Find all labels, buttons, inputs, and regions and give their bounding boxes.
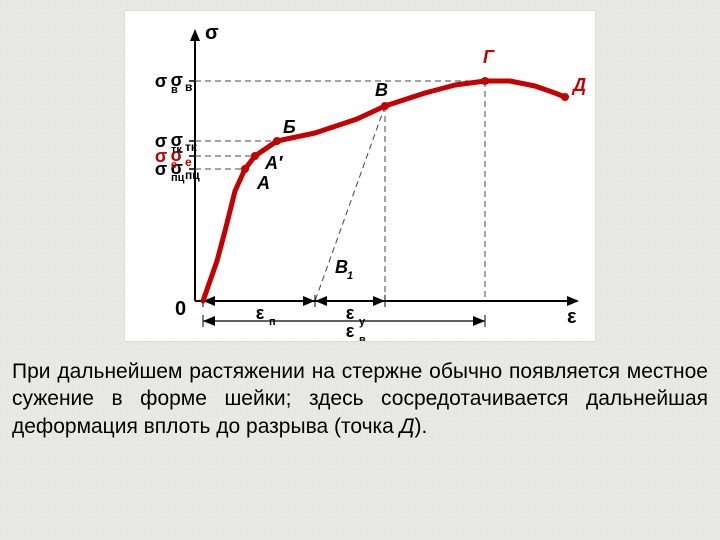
svg-text:Д: Д — [571, 75, 586, 95]
svg-text:у: у — [359, 316, 366, 328]
svg-text:в: в — [171, 84, 178, 96]
svg-text:Б: Б — [283, 117, 296, 137]
caption-text: При дальнейшем растяжении на стержне обы… — [8, 358, 712, 440]
svg-text:A′: A′ — [264, 153, 283, 173]
svg-text:тк: тк — [185, 140, 198, 154]
svg-text:е: е — [171, 159, 177, 171]
svg-text:ε: ε — [346, 321, 355, 341]
svg-text:σ: σ — [205, 22, 219, 44]
svg-text:пц: пц — [171, 172, 185, 184]
svg-text:в: в — [359, 334, 366, 341]
svg-text:тк: тк — [171, 144, 182, 156]
svg-text:В: В — [375, 80, 388, 100]
svg-text:Г: Г — [483, 47, 495, 67]
svg-text:A: A — [256, 173, 270, 193]
svg-text:σ: σ — [155, 159, 167, 179]
svg-text:1: 1 — [347, 270, 353, 282]
svg-text:е: е — [185, 155, 192, 169]
svg-text:п: п — [269, 316, 276, 328]
chart-svg: σε0σвσткσеσпцσвσткσеσпцεпεуεвB1AA′БВГД — [125, 11, 595, 341]
svg-text:ε: ε — [346, 303, 355, 323]
stress-strain-chart: σε0σвσткσеσпцσвσткσеσпцεпεуεвB1AA′БВГД — [124, 10, 596, 342]
svg-text:в: в — [185, 80, 192, 94]
svg-text:0: 0 — [175, 298, 186, 320]
svg-text:ε: ε — [256, 303, 265, 323]
svg-text:ε: ε — [567, 306, 577, 328]
svg-text:σ: σ — [155, 71, 167, 91]
svg-text:пц: пц — [185, 168, 200, 182]
slide: σε0σвσткσеσпцσвσткσеσпцεпεуεвB1AA′БВГД П… — [0, 0, 720, 540]
